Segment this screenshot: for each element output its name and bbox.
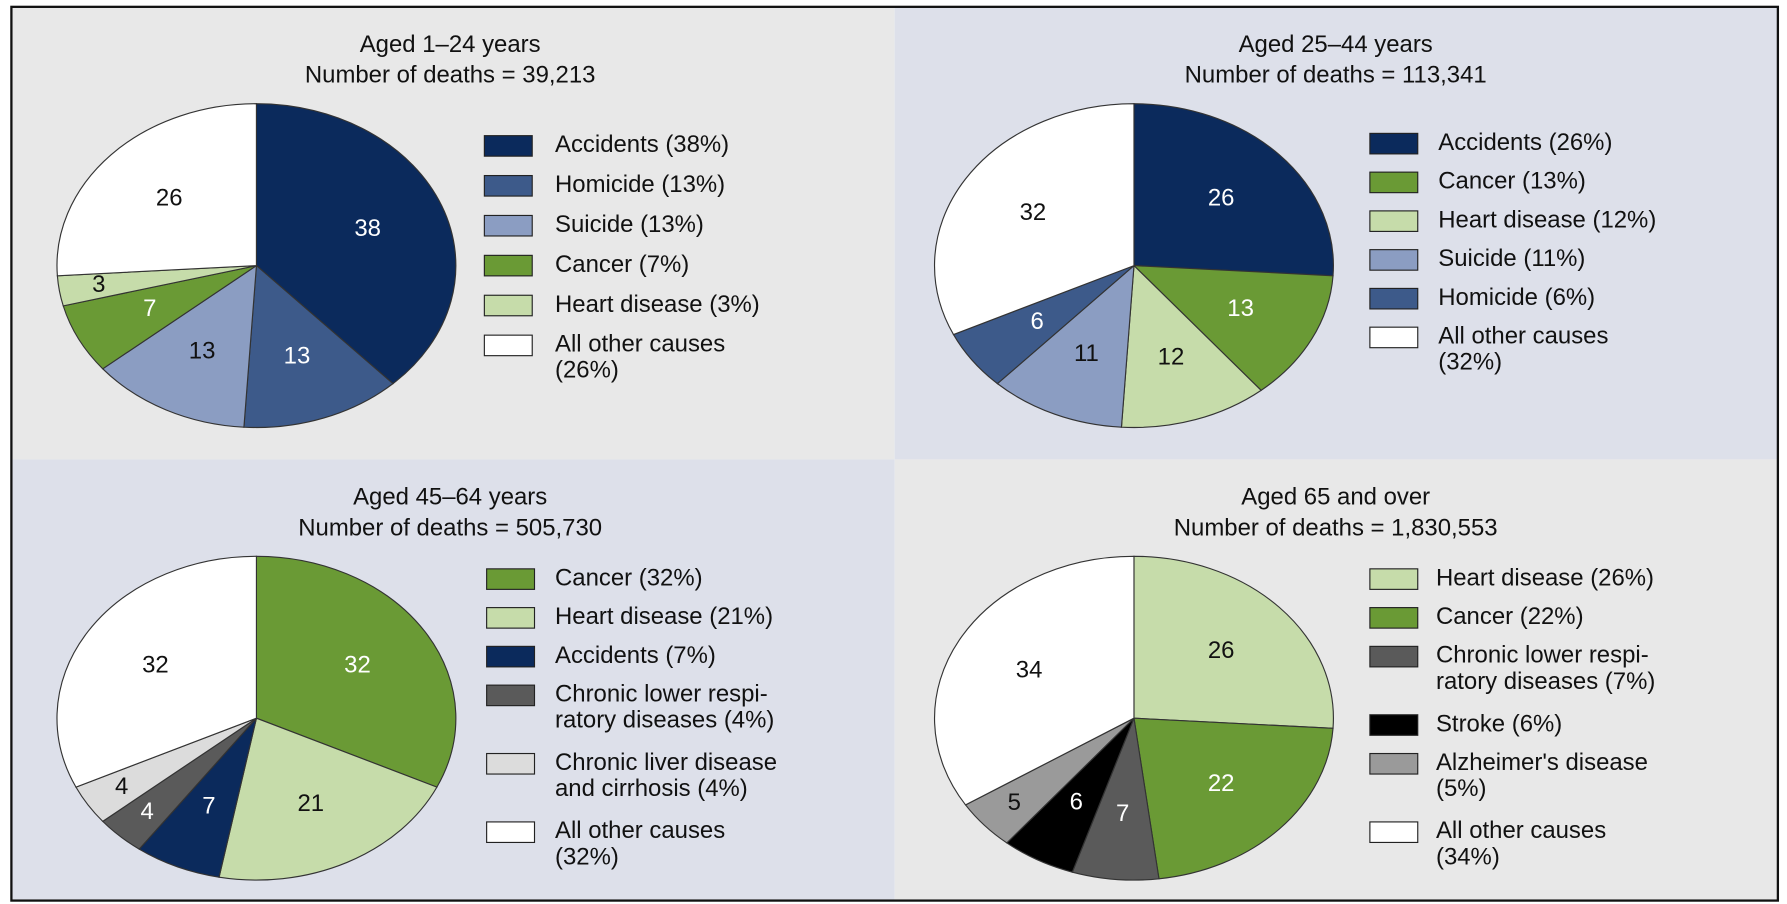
outer-border	[10, 5, 1780, 902]
legend-swatch	[483, 214, 533, 237]
pie-slice	[243, 264, 394, 429]
slice-label: 22	[1208, 770, 1235, 797]
legend-label: All other causes (34%)	[1436, 818, 1606, 871]
legend-label: All other causes (26%)	[555, 331, 725, 384]
slice-label: 6	[1070, 789, 1083, 816]
slice-label: 6	[1031, 308, 1044, 335]
legend-swatch	[1369, 645, 1419, 668]
legend-label: Accidents (38%)	[555, 131, 729, 158]
slice-label: 26	[1208, 184, 1235, 211]
legend-swatch	[483, 174, 533, 197]
pie-slice	[218, 717, 438, 881]
slice-label: 11	[1074, 340, 1099, 367]
slice-label: 13	[1227, 295, 1254, 322]
legend-swatch	[486, 607, 536, 629]
legend-label: Suicide (11%)	[1438, 245, 1585, 272]
pie-slice	[255, 555, 457, 788]
legend-swatch	[1369, 326, 1419, 349]
legend-label: Chronic lower respi-ratory diseases (7%)	[1436, 642, 1655, 695]
legend-swatch	[486, 684, 536, 707]
legend-label: Cancer (22%)	[1436, 603, 1584, 630]
legend-swatch	[1369, 821, 1419, 844]
chart-subtitle: Number of deaths = 505,730	[298, 514, 602, 541]
slice-label: 13	[189, 337, 216, 364]
slice-label: 26	[1208, 637, 1235, 664]
legend-label: Heart disease (3%)	[555, 291, 760, 318]
pie-slice	[1133, 103, 1334, 277]
legend-swatch	[483, 294, 533, 317]
pie-slice	[1133, 717, 1334, 880]
legend-swatch	[483, 135, 533, 157]
slice-label: 4	[141, 798, 154, 825]
legend-swatch	[1369, 287, 1419, 310]
legend-swatch	[1369, 568, 1419, 590]
pie-slice	[56, 555, 257, 788]
legend-label: Cancer (7%)	[555, 251, 689, 278]
legend-swatch	[1369, 171, 1419, 194]
chart-subtitle: Number of deaths = 39,213	[305, 62, 596, 89]
slice-label: 32	[1020, 199, 1047, 226]
legend-label: Suicide (13%)	[555, 211, 704, 238]
legend-label: Heart disease (21%)	[555, 603, 773, 630]
slice-label: 34	[1016, 657, 1043, 684]
legend-swatch	[486, 752, 536, 775]
legend-label: Homicide (6%)	[1438, 284, 1595, 311]
legend-label: Accidents (7%)	[555, 642, 716, 669]
chart-title: Aged 1–24 years	[360, 31, 541, 58]
legend-swatch	[486, 821, 536, 844]
pie-slice	[933, 103, 1135, 336]
chart-title: Aged 65 and over	[1241, 483, 1430, 510]
pie-slice	[996, 264, 1135, 428]
slice-label: 32	[142, 651, 169, 678]
legend-swatch	[1369, 752, 1419, 775]
slice-label: 4	[115, 773, 128, 800]
legend-swatch	[1369, 249, 1419, 271]
legend-label: Cancer (32%)	[555, 564, 703, 591]
chart-title: Aged 25–44 years	[1239, 31, 1433, 58]
slice-label: 7	[202, 793, 215, 820]
legend-label: Alzheimer's disease (5%)	[1436, 749, 1648, 802]
legend-swatch	[1369, 132, 1419, 155]
legend-swatch	[1369, 607, 1419, 629]
legend-label: Homicide (13%)	[555, 171, 725, 198]
chart-subtitle: Number of deaths = 113,341	[1185, 62, 1487, 89]
legend-swatch	[483, 254, 533, 277]
slice-label: 7	[143, 295, 156, 322]
legend-swatch	[486, 645, 536, 668]
legend-label: Chronic liver disease and cirrhosis (4%)	[555, 749, 777, 802]
slice-label: 12	[1158, 343, 1185, 370]
chart-subtitle: Number of deaths = 1,830,553	[1174, 514, 1498, 541]
legend-label: Chronic lower respi-ratory diseases (4%)	[555, 681, 774, 734]
legend-label: All other causes (32%)	[555, 818, 725, 871]
legend-label: Stroke (6%)	[1436, 710, 1562, 737]
pie-slice	[1120, 264, 1262, 429]
legend-label: All other causes (32%)	[1438, 323, 1608, 376]
slice-label: 26	[156, 184, 183, 211]
pie-slice	[255, 103, 457, 385]
legend-label: Heart disease (26%)	[1436, 564, 1654, 591]
legend-swatch	[486, 568, 536, 590]
legend-label: Cancer (13%)	[1438, 168, 1586, 195]
slice-label: 5	[1008, 789, 1021, 816]
chart-title: Aged 45–64 years	[353, 483, 547, 510]
slice-label: 32	[344, 651, 371, 678]
legend-swatch	[1369, 210, 1419, 232]
legend-swatch	[1369, 714, 1419, 736]
slice-label: 7	[1116, 800, 1129, 827]
pie-slice	[1132, 264, 1334, 392]
pie-slice	[933, 555, 1135, 806]
pie-slice	[101, 264, 258, 428]
slice-label: 38	[354, 215, 381, 242]
pie-slice	[56, 103, 257, 277]
slice-label: 21	[297, 790, 324, 817]
pie-slice	[1133, 555, 1334, 729]
slice-label: 3	[92, 271, 105, 298]
legend-label: Accidents (26%)	[1438, 129, 1612, 156]
legend-label: Heart disease (12%)	[1438, 206, 1656, 233]
legend-swatch	[483, 334, 533, 357]
slice-label: 13	[284, 342, 311, 369]
